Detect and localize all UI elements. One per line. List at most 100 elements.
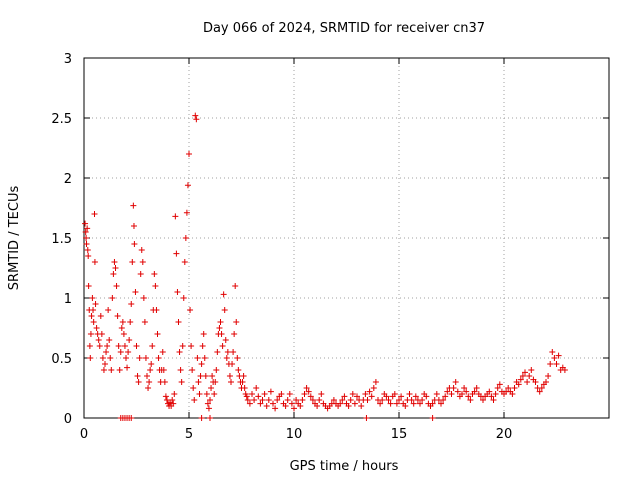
- data-point: [538, 385, 545, 391]
- data-point: [226, 373, 233, 379]
- data-point: [192, 112, 199, 119]
- data-point: [97, 313, 104, 319]
- data-point: [259, 397, 266, 403]
- data-point: [87, 331, 94, 337]
- data-point: [154, 331, 161, 337]
- data-point: [222, 337, 229, 343]
- data-point: [492, 391, 499, 397]
- data-point: [139, 259, 146, 265]
- data-point: [128, 415, 135, 421]
- data-point: [270, 400, 276, 407]
- data-point: [278, 391, 285, 397]
- data-point: [349, 391, 356, 397]
- data-point: [216, 325, 223, 331]
- data-point: [148, 361, 155, 367]
- data-point: [291, 405, 297, 412]
- data-point: [261, 391, 268, 397]
- data-point: [207, 415, 213, 421]
- data-point: [128, 301, 135, 307]
- data-point: [363, 415, 370, 421]
- data-point: [224, 349, 231, 355]
- data-point: [135, 379, 142, 385]
- chart-title: Day 066 of 2024, SRMTID for receiver cn3…: [203, 21, 485, 36]
- data-point: [130, 223, 137, 229]
- data-point: [144, 373, 150, 379]
- data-point: [82, 220, 89, 227]
- data-point: [471, 388, 478, 395]
- data-point: [179, 343, 186, 349]
- data-point: [93, 325, 100, 331]
- data-point: [505, 385, 512, 391]
- data-point: [383, 393, 390, 400]
- x-tick-label: 0: [80, 427, 88, 442]
- data-point: [391, 391, 398, 397]
- data-point: [110, 271, 117, 277]
- data-point: [553, 361, 560, 367]
- data-point: [488, 393, 495, 400]
- data-point: [107, 355, 114, 361]
- data-point: [98, 331, 105, 337]
- data-point: [173, 250, 180, 257]
- data-point: [305, 388, 312, 395]
- data-point: [551, 355, 558, 361]
- data-point: [318, 391, 325, 397]
- data-point: [232, 283, 239, 289]
- data-point: [153, 307, 160, 313]
- data-point: [307, 393, 314, 400]
- data-point: [440, 397, 447, 403]
- data-point: [490, 397, 497, 403]
- data-point: [214, 349, 221, 355]
- data-point: [195, 379, 202, 385]
- data-point: [129, 259, 136, 265]
- data-point: [201, 355, 208, 361]
- data-point: [220, 291, 227, 298]
- data-point: [299, 397, 306, 403]
- data-point: [364, 397, 371, 403]
- data-point: [100, 367, 107, 373]
- data-point: [301, 391, 308, 397]
- data-point: [419, 397, 426, 403]
- x-tick-label: 15: [391, 427, 408, 442]
- data-point: [194, 355, 201, 361]
- data-point: [160, 367, 167, 373]
- data-point: [123, 355, 129, 361]
- data-point: [543, 379, 549, 385]
- x-axis-label: GPS time / hours: [290, 459, 399, 474]
- data-point: [267, 388, 274, 395]
- data-point: [545, 373, 552, 379]
- data-point: [183, 209, 190, 216]
- data-point: [235, 367, 242, 373]
- data-point: [182, 235, 189, 241]
- data-point: [452, 379, 459, 385]
- data-point: [547, 361, 554, 367]
- data-point: [83, 235, 90, 241]
- data-point: [221, 307, 228, 313]
- data-point: [255, 393, 262, 400]
- data-point: [438, 400, 444, 407]
- data-point: [526, 373, 533, 379]
- data-point: [203, 391, 210, 397]
- data-point: [234, 355, 241, 361]
- data-point: [473, 385, 480, 391]
- data-point: [354, 393, 360, 400]
- data-point: [486, 388, 493, 395]
- data-point: [230, 349, 237, 355]
- data-point: [200, 331, 207, 337]
- data-point: [180, 295, 187, 301]
- y-tick-label: 2: [64, 172, 72, 187]
- data-point: [207, 397, 213, 403]
- data-point: [286, 391, 293, 397]
- data-point: [515, 381, 522, 388]
- x-tick-label: 10: [286, 427, 303, 442]
- y-tick-label: 0: [64, 412, 72, 427]
- data-point: [536, 388, 543, 395]
- data-point: [147, 367, 154, 373]
- data-point: [444, 388, 451, 395]
- data-point: [170, 400, 177, 407]
- data-point: [387, 400, 394, 407]
- y-tick-label: 1: [64, 292, 72, 307]
- data-point: [205, 405, 212, 412]
- data-point: [233, 319, 240, 325]
- y-tick-label: 3: [64, 52, 72, 67]
